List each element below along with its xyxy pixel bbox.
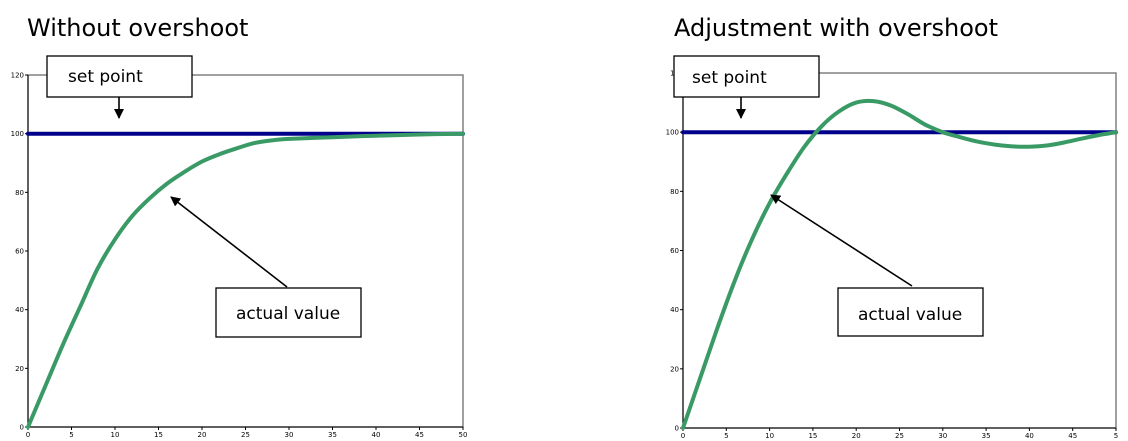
- x-tick-label: 45: [1068, 432, 1077, 440]
- y-tick-label: 40: [670, 306, 679, 314]
- x-tick-label: 30: [285, 431, 294, 439]
- y-tick-label: 20: [15, 365, 24, 373]
- x-tick-label: 40: [372, 431, 381, 439]
- x-tick-label: 5: [1114, 432, 1118, 440]
- x-tick-label: 15: [154, 431, 163, 439]
- annotation-label: actual value: [236, 304, 340, 324]
- x-tick-label: 35: [982, 432, 991, 440]
- x-tick-label: 20: [852, 432, 861, 440]
- annotation-arrow: [170, 196, 288, 288]
- annotation-callout: actual value: [170, 196, 362, 338]
- y-tick-label: 40: [15, 306, 24, 314]
- y-tick-label: 60: [15, 248, 24, 256]
- y-tick-label: 80: [670, 188, 679, 196]
- chart-2: Adjustment with overshoot020406080100120…: [666, 14, 1119, 440]
- annotation-label: actual value: [858, 305, 962, 325]
- x-tick-label: 10: [765, 432, 774, 440]
- series-actual-value-line: [26, 131, 465, 429]
- annotation-label: set point: [692, 68, 767, 88]
- annotation-callout: set point: [673, 55, 820, 119]
- y-tick-label: 100: [666, 129, 679, 137]
- x-tick-label: 5: [69, 431, 73, 439]
- x-tick-label: 45: [415, 431, 424, 439]
- annotation-box: [215, 287, 362, 338]
- annotation-box: [673, 55, 820, 98]
- x-tick-label: 0: [26, 431, 30, 439]
- annotation-label: set point: [68, 67, 143, 87]
- annotation-callout: set point: [46, 55, 193, 119]
- y-tick-label: 0: [675, 425, 679, 433]
- x-tick-label: 0: [681, 432, 685, 440]
- x-tick-label: 25: [895, 432, 904, 440]
- x-tick-label: 20: [198, 431, 207, 439]
- annotation-arrow: [770, 194, 913, 287]
- y-tick-label: 120: [11, 72, 24, 80]
- x-tick-label: 30: [938, 432, 947, 440]
- x-tick-label: 25: [241, 431, 250, 439]
- y-tick-label: 80: [15, 189, 24, 197]
- annotation-box: [46, 55, 193, 98]
- x-tick-label: 40: [1025, 432, 1034, 440]
- series-actual-value-line: [681, 98, 1118, 430]
- x-tick-label: 15: [808, 432, 817, 440]
- annotation-box: [837, 287, 984, 337]
- y-tick-label: 0: [20, 424, 24, 432]
- x-tick-label: 10: [111, 431, 120, 439]
- plot-area: [27, 74, 464, 428]
- x-tick-label: 35: [328, 431, 337, 439]
- chart-title: Adjustment with overshoot: [674, 14, 998, 42]
- x-tick-label: 50: [459, 431, 468, 439]
- chart-title: Without overshoot: [27, 14, 248, 42]
- annotation-callout: actual value: [770, 194, 984, 337]
- y-tick-label: 100: [11, 130, 24, 138]
- y-tick-label: 20: [670, 365, 679, 373]
- x-tick-label: 5: [724, 432, 728, 440]
- chart-1: Without overshoot 0 20 40 60 80 100 120 0 5 10 15 20…: [11, 14, 468, 439]
- y-tick-label: 60: [670, 247, 679, 255]
